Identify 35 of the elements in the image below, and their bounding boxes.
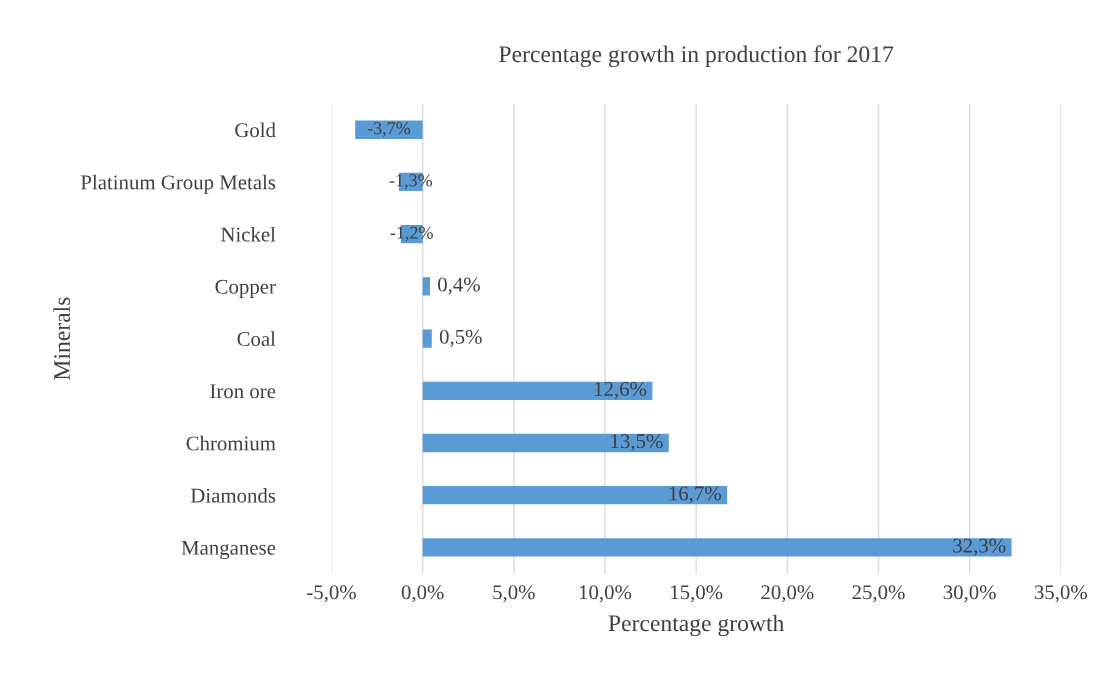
x-tick-label: -5,0% (307, 585, 356, 603)
data-label: 13,5% (611, 434, 663, 452)
data-label: 0,4% (438, 277, 480, 295)
data-label: 12,6% (594, 381, 647, 400)
bar (355, 120, 423, 139)
bar (422, 486, 728, 505)
bar (422, 538, 1012, 557)
x-tick-label: 30,0% (943, 585, 996, 603)
x-tick-label: 25,0% (852, 585, 905, 603)
x-tick-label: 0,0% (401, 585, 444, 603)
x-tick-label: 10,0% (579, 585, 632, 603)
y-tick-label: Manganese (181, 540, 276, 560)
y-tick-label: Nickel (221, 226, 276, 242)
x-axis-title: Percentage growth (608, 614, 785, 637)
x-tick-label: 15,0% (671, 585, 723, 603)
bar (422, 277, 430, 296)
data-label: 32,3% (953, 538, 1006, 556)
y-tick-label: Gold (235, 122, 276, 138)
chart-title: Percentage growth in production for 2017 (499, 45, 894, 68)
data-label: -3,7% (367, 122, 411, 137)
x-tick-label: 5,0% (493, 585, 535, 603)
y-tick-label: Diamonds (190, 487, 276, 503)
bar (422, 329, 432, 348)
bar (422, 381, 653, 400)
y-tick-label: Platinum Group Metals (80, 174, 276, 194)
y-tick-label: Chromium (186, 435, 276, 451)
data-label: 16,7% (669, 486, 721, 504)
y-tick-label: Copper (215, 279, 276, 299)
x-tick-label: 35,0% (1034, 585, 1087, 603)
x-tick-label: 20,0% (761, 585, 814, 603)
bar (422, 433, 669, 453)
y-axis-title: Minerals (53, 297, 70, 380)
y-tick-label: Coal (237, 331, 276, 347)
y-tick-label: Iron ore (210, 384, 276, 399)
data-label: 0,5% (439, 329, 482, 347)
